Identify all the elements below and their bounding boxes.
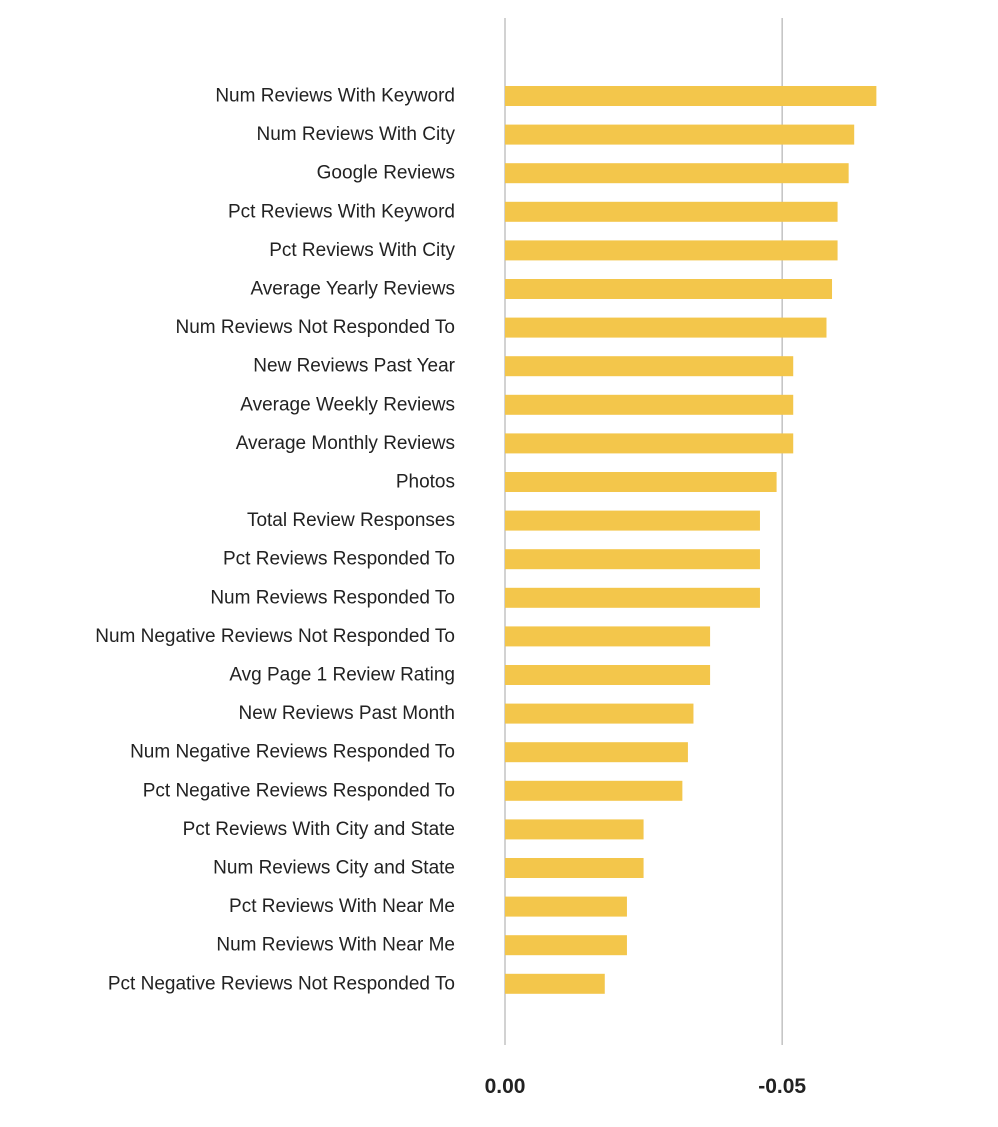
category-label: New Reviews Past Year [253,356,455,377]
category-label: Num Negative Reviews Responded To [130,742,455,763]
x-tick-label: -0.05 [758,1075,806,1098]
bar [505,665,711,685]
category-label: Num Reviews Not Responded To [175,317,455,338]
category-label: New Reviews Past Month [239,703,455,724]
x-tick-label: 0.00 [485,1075,526,1098]
bar [505,394,794,415]
category-label: Total Review Responses [247,510,455,531]
bar [505,626,711,647]
category-label: Google Reviews [317,163,455,184]
x-axis-tick-labels: 0.00 -0.05 [485,1075,807,1098]
category-label: Avg Page 1 Review Rating [229,665,455,686]
bar [505,858,644,878]
bar [505,201,838,222]
bar [505,124,855,145]
category-label: Num Reviews Responded To [210,587,455,608]
category-label: Num Reviews With Near Me [216,935,455,956]
bar [505,510,760,531]
bar [505,819,644,840]
bar [505,279,833,299]
category-label: Pct Negative Reviews Responded To [143,780,455,801]
category-label: Num Reviews City and State [213,858,455,879]
category-label: Average Yearly Reviews [250,279,455,300]
bar [505,780,683,801]
bar [505,86,877,106]
bar [505,703,694,724]
bars-layer [505,86,877,994]
category-label: Pct Reviews With Keyword [228,201,455,222]
bar [505,973,605,994]
category-label: Num Reviews With Keyword [215,86,455,107]
bar [505,587,760,608]
bar [505,433,794,454]
bar [505,240,838,261]
category-label: Pct Reviews With City and State [183,819,455,840]
bar [505,935,627,956]
category-label: Average Weekly Reviews [240,394,455,415]
bar [505,896,627,917]
category-label: Average Monthly Reviews [236,433,455,454]
bar [505,317,827,338]
category-labels: Num Reviews With Keyword Num Reviews With… [95,86,455,995]
category-label: Pct Negative Reviews Not Responded To [108,973,455,994]
category-label: Pct Reviews Responded To [223,549,455,570]
bar [505,163,849,184]
category-label: Pct Reviews With Near Me [229,896,455,917]
category-label: Photos [396,472,455,493]
bar [505,549,760,570]
bar [505,472,777,492]
bar [505,356,794,377]
category-label: Num Reviews With City [257,124,456,145]
category-label: Num Negative Reviews Not Responded To [95,626,455,647]
category-label: Pct Reviews With City [269,240,455,261]
bar [505,742,688,763]
